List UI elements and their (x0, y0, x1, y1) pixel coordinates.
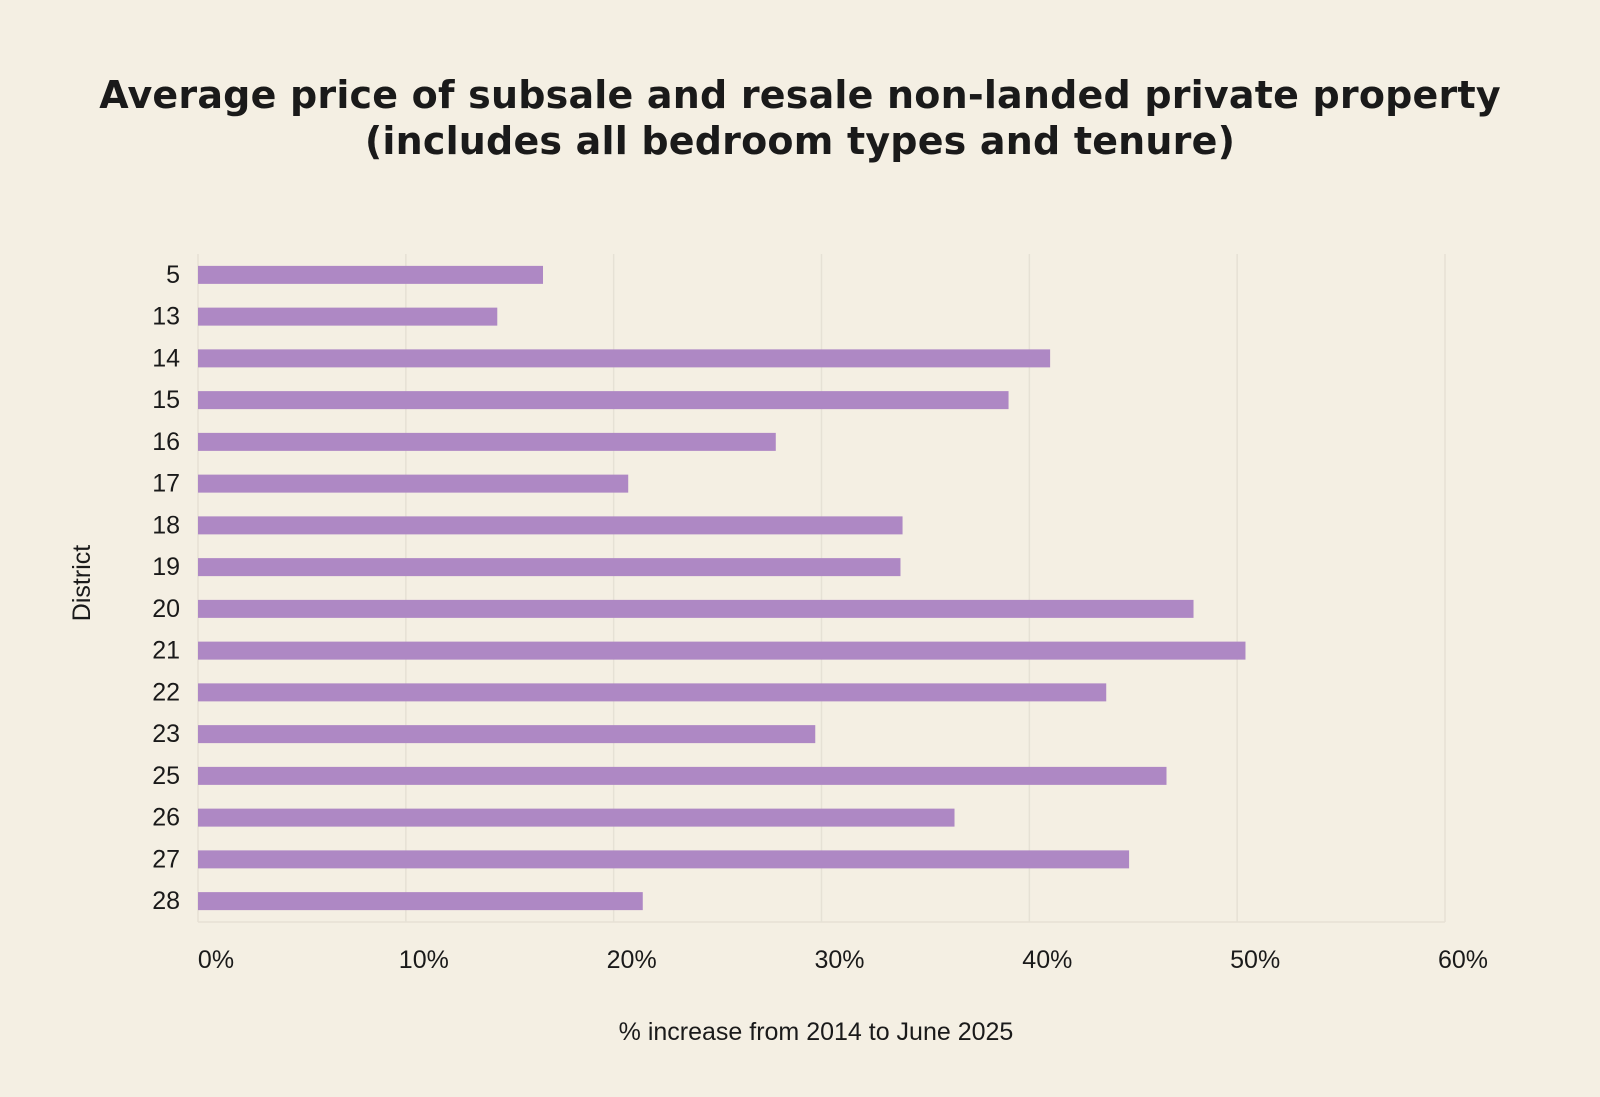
y-tick-label: 26 (152, 804, 180, 832)
x-tick-label: 0% (198, 946, 234, 974)
bar-district-23 (198, 725, 816, 744)
x-tick-label: 50% (1230, 946, 1280, 974)
bar-district-22 (198, 683, 1107, 702)
chart-title-line-2: (includes all bedroom types and tenure) (364, 119, 1236, 163)
y-tick-label: 28 (152, 887, 180, 915)
y-axis-title: District (68, 545, 96, 621)
bar-district-27 (198, 850, 1130, 869)
y-tick-label: 23 (152, 720, 180, 748)
x-tick-label: 30% (814, 946, 864, 974)
bar-district-26 (198, 808, 955, 827)
bar-district-25 (198, 766, 1167, 785)
y-tick-label: 22 (152, 678, 180, 706)
bar-district-16 (198, 432, 776, 451)
bar-district-21 (198, 641, 1246, 660)
x-axis-title: % increase from 2014 to June 2025 (619, 1018, 1014, 1046)
bar-district-15 (198, 391, 1009, 410)
y-tick-label: 25 (152, 762, 180, 790)
y-tick-labels: 5 13 14 15 16 17 18 19 20 21 22 23 25 26 27 28 (152, 261, 180, 915)
x-tick-label: 60% (1438, 946, 1488, 974)
chart-title-line-1: Average price of subsale and resale non-… (99, 73, 1501, 117)
x-tick-label: 40% (1022, 946, 1072, 974)
y-tick-label: 17 (152, 470, 180, 498)
bar-district-17 (198, 474, 629, 493)
y-tick-label: 5 (166, 261, 180, 289)
y-tick-label: 20 (152, 595, 180, 623)
x-tick-label: 10% (399, 946, 449, 974)
bar-district-19 (198, 558, 901, 577)
bar-district-13 (198, 307, 498, 326)
y-tick-label: 13 (152, 303, 180, 331)
y-tick-label: 18 (152, 511, 180, 539)
y-tick-label: 16 (152, 428, 180, 456)
bar-district-5 (198, 265, 544, 284)
bars (198, 265, 1246, 911)
bar-district-20 (198, 599, 1194, 618)
x-tick-labels: 0% 10% 20% 30% 40% 50% 60% (198, 946, 1488, 974)
bar-district-14 (198, 349, 1051, 368)
y-tick-label: 21 (152, 637, 180, 665)
y-tick-label: 14 (152, 344, 180, 372)
x-tick-label: 20% (607, 946, 657, 974)
y-tick-label: 15 (152, 386, 180, 414)
bar-district-18 (198, 516, 903, 535)
bar-district-28 (198, 892, 643, 911)
y-tick-label: 19 (152, 553, 180, 581)
chart-title: Average price of subsale and resale non-… (0, 72, 1600, 164)
y-tick-label: 27 (152, 845, 180, 873)
